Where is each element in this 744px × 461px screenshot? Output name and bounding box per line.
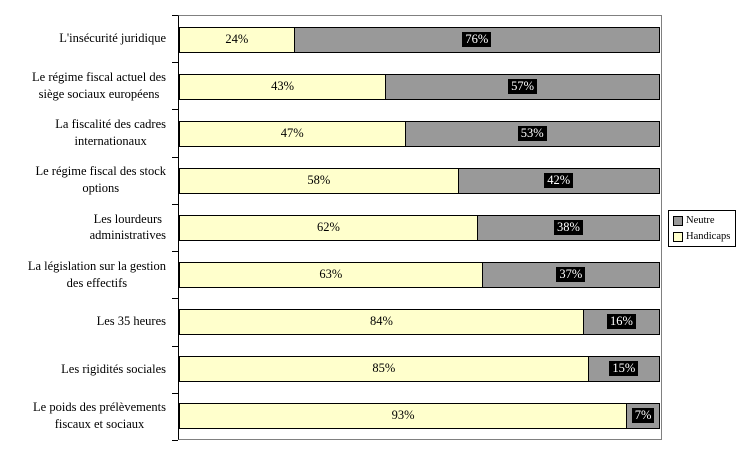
category-label: La fiscalité des cadres internationaux — [55, 117, 166, 149]
bar-row: 63% 37% — [179, 251, 661, 298]
bar-row: 62% 38% — [179, 204, 661, 251]
legend-item-handicaps: Handicaps — [673, 231, 730, 242]
value-label: 76% — [462, 32, 492, 47]
category-label: Les rigidités sociales — [61, 361, 166, 376]
bar-row: 24% 76% — [179, 16, 661, 63]
bar-segment-neutre: 76% — [293, 26, 660, 53]
axis-tick — [172, 109, 178, 110]
value-label: 85% — [372, 361, 396, 375]
category-label-row: La législation sur la gestion des effect… — [0, 251, 171, 298]
category-label-row: Les 35 heures — [0, 298, 171, 345]
value-label: 43% — [271, 79, 295, 93]
value-label: 24% — [225, 32, 249, 46]
bar-segment-handicaps: 43% — [179, 73, 387, 100]
bar-row: 85% 15% — [179, 345, 661, 392]
bar-row: 47% 53% — [179, 110, 661, 157]
bar-segment-handicaps: 63% — [179, 261, 483, 288]
value-label: 37% — [556, 267, 586, 282]
bar-segment-neutre: 38% — [476, 214, 660, 241]
category-label-row: Les rigidités sociales — [0, 346, 171, 393]
bar-track: 47% 53% — [179, 120, 661, 147]
legend-label: Handicaps — [686, 231, 731, 242]
bar-segment-handicaps: 58% — [179, 167, 459, 194]
legend-swatch-icon — [673, 215, 683, 226]
value-label: 84% — [369, 314, 393, 328]
value-label: 58% — [307, 173, 331, 187]
bar-row: 84% 16% — [179, 298, 661, 345]
axis-tick — [172, 298, 178, 299]
legend-item-neutre: Neutre — [673, 215, 730, 226]
category-label-row: Le régime fiscal actuel des siège sociau… — [0, 62, 171, 109]
value-label: 42% — [544, 173, 574, 188]
value-label: 15% — [609, 361, 639, 376]
axis-tick — [172, 15, 178, 16]
bar-segment-neutre: 37% — [481, 261, 660, 288]
axis-tick — [172, 393, 178, 394]
bar-row: 93% 7% — [179, 392, 661, 439]
axis-tick — [172, 251, 178, 252]
category-axis-labels: L'insécurité juridique Le régime fiscal a… — [0, 15, 171, 440]
bar-segment-handicaps: 62% — [179, 214, 478, 241]
value-label: 38% — [553, 220, 583, 235]
category-label: Le régime fiscal actuel des siège sociau… — [32, 69, 166, 101]
category-label-row: Le poids des prélèvements fiscaux et soc… — [0, 393, 171, 440]
category-label: Le poids des prélèvements fiscaux et soc… — [33, 400, 166, 432]
bar-segment-neutre: 7% — [626, 402, 660, 429]
bar-segment-handicaps: 47% — [179, 120, 406, 147]
value-label: 57% — [508, 79, 538, 94]
category-label: Le régime fiscal des stock options — [35, 164, 166, 196]
bar-segment-handicaps: 93% — [179, 402, 628, 429]
value-label: 93% — [391, 408, 415, 422]
bar-track: 58% 42% — [179, 167, 661, 194]
legend-label: Neutre — [686, 215, 715, 226]
bar-segment-handicaps: 85% — [179, 355, 589, 382]
bar-track: 63% 37% — [179, 261, 661, 288]
category-label: La législation sur la gestion des effect… — [27, 258, 166, 290]
bar-track: 24% 76% — [179, 26, 661, 53]
bar-segment-neutre: 57% — [385, 73, 660, 100]
value-label: 53% — [517, 126, 547, 141]
category-label: Les lourdeurs administratives — [89, 211, 166, 243]
axis-tick — [172, 346, 178, 347]
axis-tick — [172, 440, 178, 441]
bar-segment-handicaps: 84% — [179, 308, 584, 335]
plot-area: 24% 76% 43% 57% 47% 53% 58% 42% 62% 38% 63% 37% 84% 1… — [178, 15, 662, 440]
value-label: 47% — [280, 126, 304, 140]
category-label-row: Le régime fiscal des stock options — [0, 157, 171, 204]
axis-tick — [172, 204, 178, 205]
value-label: 16% — [606, 314, 636, 329]
axis-tick — [172, 62, 178, 63]
legend-swatch-icon — [673, 231, 683, 242]
category-label-row: Les lourdeurs administratives — [0, 204, 171, 251]
category-label: L'insécurité juridique — [59, 31, 166, 46]
bar-segment-neutre: 53% — [404, 120, 660, 147]
bar-segment-handicaps: 24% — [179, 26, 295, 53]
bar-track: 93% 7% — [179, 402, 661, 429]
axis-tick — [172, 157, 178, 158]
bar-track: 85% 15% — [179, 355, 661, 382]
bar-track: 84% 16% — [179, 308, 661, 335]
bar-track: 62% 38% — [179, 214, 661, 241]
bar-track: 43% 57% — [179, 73, 661, 100]
value-label: 62% — [316, 220, 340, 234]
bar-segment-neutre: 15% — [587, 355, 660, 382]
category-label: Les 35 heures — [96, 314, 166, 329]
category-label-row: L'insécurité juridique — [0, 15, 171, 62]
category-label-row: La fiscalité des cadres internationaux — [0, 109, 171, 156]
bar-row: 58% 42% — [179, 157, 661, 204]
bar-row: 43% 57% — [179, 63, 661, 110]
legend: Neutre Handicaps — [668, 210, 737, 247]
bar-segment-neutre: 42% — [457, 167, 660, 194]
bar-segment-neutre: 16% — [582, 308, 660, 335]
value-label: 7% — [631, 408, 655, 423]
value-label: 63% — [319, 267, 343, 281]
